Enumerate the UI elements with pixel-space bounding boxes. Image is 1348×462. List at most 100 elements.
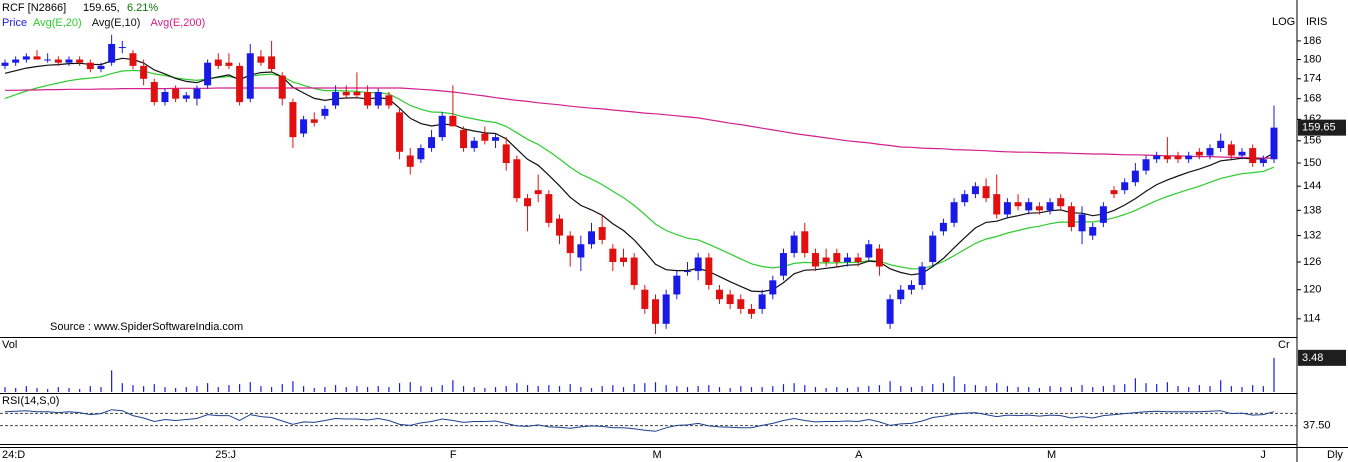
volume-bar [1060,387,1062,392]
volume-bar [292,381,294,392]
volume-bar [953,376,955,392]
volume-bar [260,386,262,392]
candle-body [182,95,190,99]
candle-body [929,235,937,262]
volume-bar [409,382,411,392]
volume-bar [1188,387,1190,392]
candle-body [747,308,755,314]
candle-body [225,62,233,66]
last-price: 159.65, [83,2,120,14]
volume-bar [111,370,113,392]
period-label: Dly [1327,449,1343,461]
candle-body [1003,202,1011,215]
candle-body [1249,148,1257,164]
volume-bar [1198,385,1200,392]
volume-bar [1273,357,1275,392]
candle-body [140,65,148,79]
candle-body [33,56,41,60]
volume-bar [143,386,145,392]
change: 6.21% [127,2,158,14]
volume-bar [462,386,465,392]
legend-entry: Avg(E,10) [92,17,141,29]
volume-bar [4,387,6,392]
volume-bar [537,386,539,392]
candle-body [460,129,468,149]
candle-body [1035,206,1043,211]
volume-bar [196,386,198,392]
candle-body [481,133,489,141]
candle-body [769,280,777,295]
candle-body [1270,127,1278,160]
volume-bar [580,387,582,392]
volume-bar [1177,386,1179,392]
y-tick-label: 144 [1303,180,1321,192]
volume-bar [1049,386,1051,392]
candle-body [950,202,958,223]
candle-body [1259,159,1267,164]
candle-body [278,75,286,99]
last-price-label: 159.65 [1302,122,1336,134]
candle-body [961,194,969,203]
candle-body [630,257,638,285]
candle-body [417,148,425,160]
candle-body [364,91,372,106]
volume-bar [686,387,689,392]
last-volume-label: 3.48 [1302,352,1323,364]
volume-bar [1113,385,1115,392]
candle-body [214,59,222,66]
volume-bar [1252,385,1254,392]
candle-body [204,62,212,86]
candle-body [374,91,382,106]
candle-body [993,194,1001,215]
source: Source : www.SpiderSoftwareIndia.com [50,321,243,333]
y-tick-label: 138 [1303,204,1321,216]
volume-bar [814,387,817,392]
candle-body [470,140,478,149]
volume-bar [1220,380,1222,392]
candle-body [939,222,947,232]
candle-body [758,294,766,309]
volume-bar [846,388,849,392]
volume-bar [270,387,273,392]
volume-bar [100,387,102,392]
candle-body [556,218,564,236]
y-tick-label: 132 [1303,229,1321,241]
x-tick-label: M [652,449,661,461]
volume-bar [1166,382,1168,392]
x-tick-label: J [1260,449,1266,461]
volume-bar [79,389,81,392]
volume-bar [484,388,486,392]
volume-bar [57,387,59,392]
candle-body [1195,151,1203,156]
candle-body [161,91,169,103]
volume-bar [345,387,347,392]
volume-bar [388,387,390,392]
volume-bar [153,384,155,392]
volume-bar [569,384,571,392]
candle-body [97,65,105,70]
volume-bar [857,387,859,392]
candle-body [545,194,553,223]
volume-bar [1209,386,1211,392]
volume-bar [1124,384,1126,392]
volume-bar [228,385,230,392]
volume-bar [15,388,17,392]
x-tick-label: 25:J [215,449,236,461]
volume-bar [175,388,177,392]
candle-body [12,59,20,63]
volume-bar [356,386,358,392]
moving-average [4,57,1275,293]
volume-bar [377,386,379,392]
volume-bar [910,387,913,392]
volume-bar [1230,386,1232,392]
candle-body [396,112,404,152]
volume-bar [1038,388,1040,392]
candle-body [86,62,94,70]
volume-bar [47,389,49,392]
candle-body [737,299,745,309]
x-tick-label: 24:D [2,449,25,461]
candle-body [1089,227,1097,236]
candle-body [918,266,926,285]
y-tick-label: 186 [1303,35,1321,47]
